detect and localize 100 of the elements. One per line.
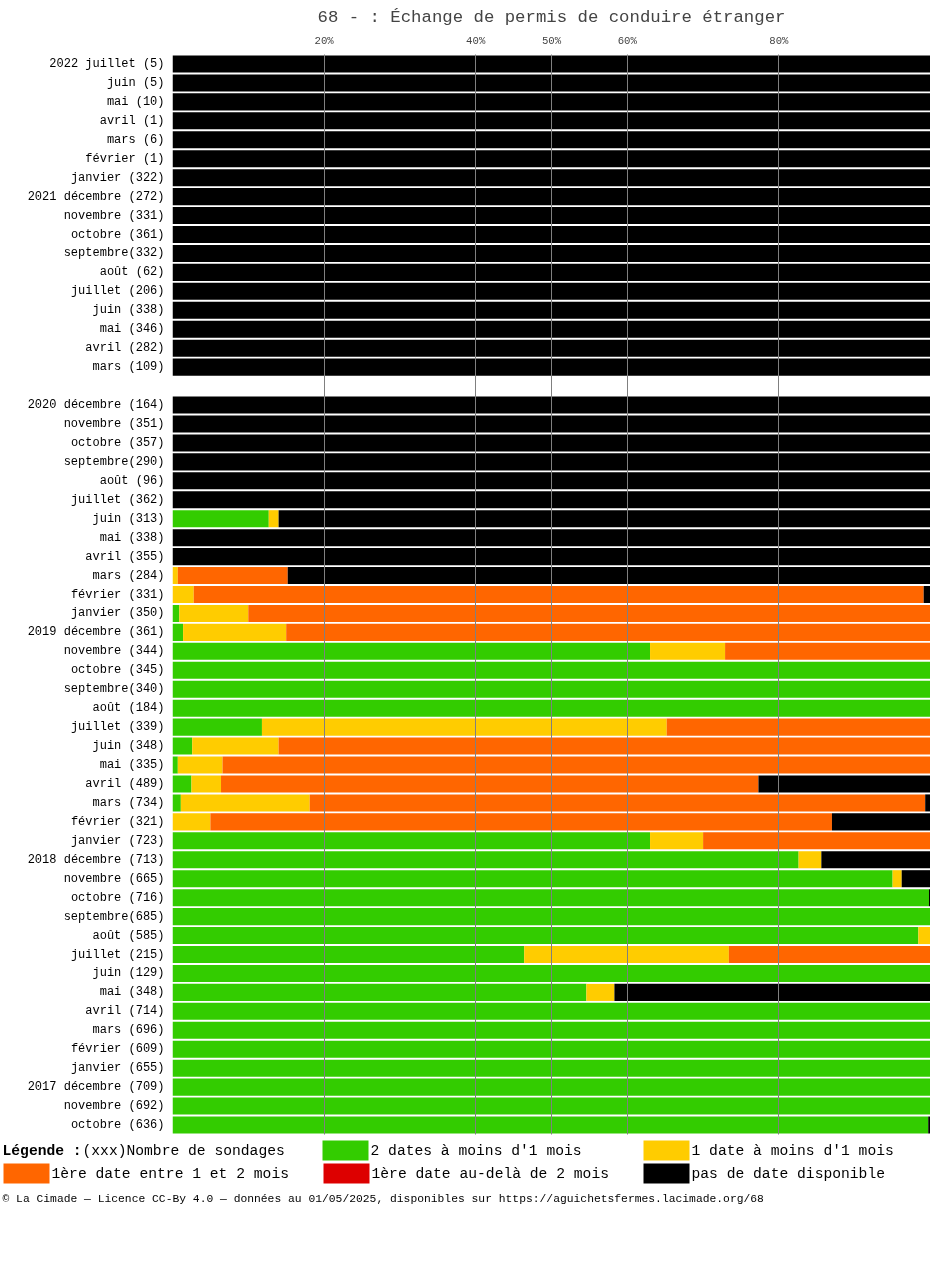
bar [172, 510, 269, 528]
y-tick-label: août (585) [92, 928, 165, 943]
bar [650, 642, 726, 660]
y-tick-label: novembre (331) [63, 208, 165, 223]
y-tick-label: juin (348) [92, 739, 165, 754]
bar [172, 945, 525, 964]
bar [172, 699, 930, 717]
bar [172, 1097, 930, 1115]
bar [728, 945, 930, 964]
bar [172, 889, 929, 907]
bar [172, 320, 930, 338]
bar [172, 225, 930, 244]
y-tick-label: avril (1) [99, 113, 165, 128]
bar [172, 964, 930, 982]
bar [923, 585, 930, 604]
y-tick-label: mai (348) [99, 985, 165, 1000]
legend-label: 2 dates à moins d'1 mois [370, 1142, 582, 1159]
y-tick-label: septembre(332) [63, 246, 165, 261]
bar [172, 927, 919, 945]
bar [172, 112, 930, 130]
bar [172, 301, 930, 319]
bar [172, 529, 930, 547]
bar [172, 661, 930, 679]
bar [524, 945, 729, 964]
bar [172, 339, 930, 357]
x-tick-label: 20% [314, 34, 335, 47]
x-tick-label: 80% [769, 34, 790, 47]
y-tick-label: 2020 décembre (164) [27, 398, 165, 413]
bar [172, 737, 193, 755]
y-tick-label: juillet (339) [70, 720, 165, 735]
bar [172, 93, 930, 111]
bar [177, 567, 288, 585]
bar [172, 282, 930, 300]
legend-title: Légende : [2, 1142, 82, 1159]
y-tick-label: juillet (362) [70, 492, 165, 507]
bar [172, 491, 930, 509]
bar [248, 604, 930, 622]
bar [179, 604, 249, 622]
legend-label: 1ère date entre 1 et 2 mois [51, 1165, 289, 1182]
y-tick-label: janvier (322) [70, 170, 165, 185]
y-tick-label: 2021 décembre (272) [27, 189, 165, 204]
y-tick-label: novembre (351) [63, 416, 165, 431]
bar [172, 131, 930, 149]
text: © La Cimade — Licence CC-By 4.0 — données au 01/05/2025, disponibles sur https://aguichetsfermes.lacimade.org/68 [2, 1192, 765, 1205]
y-tick-label: janvier (655) [70, 1061, 165, 1076]
bar [172, 585, 194, 604]
bar [172, 813, 211, 831]
y-tick-label: octobre (361) [70, 227, 165, 242]
bar [172, 244, 930, 262]
bar [192, 737, 279, 755]
bar [666, 718, 930, 736]
y-tick-label: 2019 décembre (361) [27, 625, 165, 640]
bar [172, 169, 930, 187]
bar [172, 1078, 930, 1096]
legend-label: pas de date disponible [691, 1165, 885, 1182]
y-tick-label: février (331) [70, 587, 165, 602]
y-tick-label: octobre (345) [70, 663, 165, 678]
bar [172, 207, 930, 225]
bar [172, 1116, 929, 1134]
bar [172, 832, 651, 850]
bar [172, 1002, 930, 1020]
chart-title: 68 - : Échange de permis de conduire étranger [317, 7, 786, 27]
y-tick-label: octobre (357) [70, 435, 165, 450]
bar [261, 718, 667, 736]
bar [172, 718, 262, 736]
bar [172, 1040, 930, 1058]
y-tick-label: mars (696) [92, 1023, 165, 1038]
bar [172, 472, 930, 490]
y-tick-label: janvier (723) [70, 833, 165, 848]
bar [183, 623, 287, 641]
bar [172, 851, 799, 869]
text: (xxx)Nombre de sondages [82, 1142, 285, 1159]
y-tick-label: 2018 décembre (713) [27, 852, 165, 867]
y-tick-label: mars (734) [92, 795, 165, 810]
bar [172, 1059, 930, 1077]
x-tick-label: 60% [617, 34, 638, 47]
bar [172, 567, 178, 585]
bar [172, 263, 930, 281]
y-tick-label: novembre (692) [63, 1099, 165, 1114]
bar [892, 870, 902, 888]
bar [703, 832, 930, 850]
bar [268, 510, 279, 528]
bar [901, 870, 930, 888]
bar [172, 1021, 930, 1039]
y-tick-label: novembre (665) [63, 871, 165, 886]
y-tick-label: septembre(290) [63, 454, 165, 469]
y-tick-label: juillet (206) [70, 284, 165, 299]
y-tick-label: juin (129) [92, 966, 165, 981]
y-tick-label: mars (284) [92, 568, 165, 583]
bar [821, 851, 930, 869]
y-tick-label: juin (5) [106, 75, 165, 90]
y-tick-label: février (321) [70, 814, 165, 829]
y-tick-label: 2017 décembre (709) [27, 1080, 165, 1095]
bar [172, 983, 587, 1001]
x-tick-label: 50% [541, 34, 562, 47]
y-tick-label: avril (714) [85, 1004, 165, 1019]
bar [172, 150, 930, 168]
bar [614, 983, 930, 1001]
y-tick-label: juillet (215) [70, 947, 165, 962]
y-tick-label: mai (335) [99, 758, 165, 773]
